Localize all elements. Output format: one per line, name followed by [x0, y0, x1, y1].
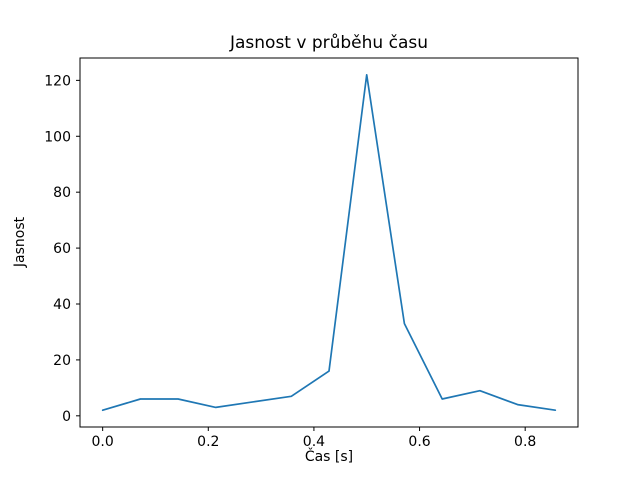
x-tick-label: 0.0: [92, 434, 114, 450]
x-tick-label: 0.8: [514, 434, 536, 450]
y-tick-label: 120: [44, 73, 71, 89]
y-axis-label: Jasnost: [12, 216, 28, 268]
y-tick-label: 40: [53, 297, 71, 313]
x-tick-label: 0.2: [197, 434, 219, 450]
axes-spines: [79, 57, 579, 428]
y-tick-label: 20: [53, 353, 71, 369]
x-tick-label: 0.4: [303, 434, 325, 450]
x-tick-label: 0.6: [408, 434, 430, 450]
chart-title: Jasnost v průběhu času: [229, 33, 428, 53]
y-tick-label: 60: [53, 241, 71, 257]
y-tick-label: 80: [53, 185, 71, 201]
y-tick-label: 0: [62, 409, 71, 425]
y-tick-label: 100: [44, 129, 71, 145]
data-line: [101, 73, 557, 412]
x-axis-label: Čas [s]: [305, 447, 353, 465]
plot-area: 0.0 0.2 0.4 0.6 0.8 0 20 40 60 80 100 120: [44, 57, 579, 450]
